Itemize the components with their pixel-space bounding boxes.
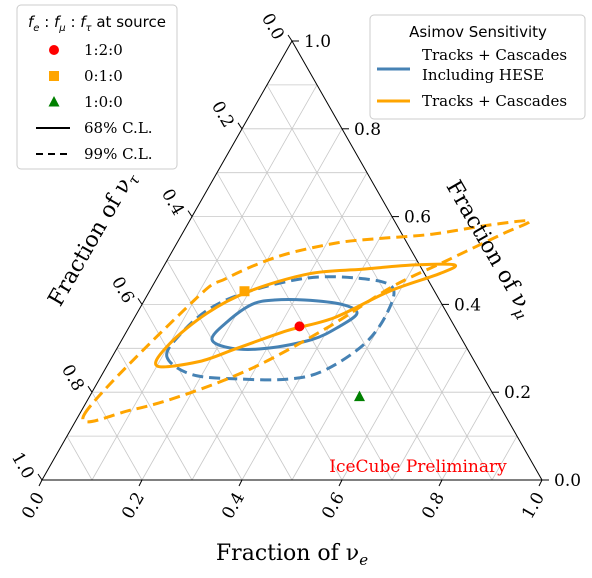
ve-tick-label: 0.4 <box>218 489 249 522</box>
sensitivity-legend-label: Including HESE <box>422 66 544 84</box>
ve-tick-mark <box>338 479 343 487</box>
ve-tick-label: 0.6 <box>318 489 349 522</box>
point-0-1-0 <box>239 286 250 297</box>
watermark: IceCube Preliminary <box>329 457 507 477</box>
grid-line-vtau <box>116 348 193 481</box>
hese-contour-68 <box>210 297 359 351</box>
vtau-tick-label: 0.8 <box>57 361 88 394</box>
vmu-tick-label: 1.0 <box>304 32 331 52</box>
sensitivity-legend: Asimov Sensitivity Tracks + Cascades Incl… <box>369 14 586 120</box>
grid-line-ve <box>441 392 493 481</box>
vmu-tick-label: 0.8 <box>354 120 381 140</box>
sensitivity-legend-title: Asimov Sensitivity <box>409 23 547 41</box>
grid-line-ve <box>291 260 418 481</box>
legend-marker-circle <box>49 45 59 55</box>
vmu-tick-label: 0.6 <box>404 208 431 228</box>
ve-tick-label: 0.8 <box>418 489 449 522</box>
vtau-tick-mark <box>237 122 243 130</box>
vtau-tick-mark <box>187 210 193 217</box>
vtau-tick-mark <box>87 385 93 393</box>
grid-line-vtau <box>66 435 93 481</box>
vmu-tick-label: 0.0 <box>554 471 581 491</box>
sensitivity-legend-label: Tracks + Cascades <box>422 92 567 110</box>
tc-contour-68 <box>154 262 458 369</box>
source-legend-label: 99% C.L. <box>84 145 153 163</box>
sensitivity-legend-label: Tracks + Cascades <box>422 46 567 64</box>
vtau-tick-label: 1.0 <box>7 449 38 482</box>
x-axis-label: Fraction of νe <box>216 541 368 569</box>
point-1-2-0 <box>294 321 305 332</box>
vmu-tick-label: 0.2 <box>504 383 531 403</box>
grid-line-ve <box>491 435 518 481</box>
source-legend-label: 68% C.L. <box>84 119 153 137</box>
vtau-tick-mark <box>37 473 43 481</box>
ve-tick-label: 0.2 <box>118 489 149 522</box>
vtau-tick-label: 0.6 <box>107 273 138 306</box>
grid-line-vtau <box>91 392 143 481</box>
ve-tick-mark <box>238 479 243 487</box>
grid-line-ve <box>341 304 443 481</box>
vtau-tick-label: 0.2 <box>207 98 238 131</box>
grid-line-vtau <box>166 260 293 481</box>
hese-contour-99 <box>165 275 396 382</box>
source-legend-label: 0:1:0 <box>84 67 123 85</box>
source-legend-title: fe : fμ : fτ at source <box>28 13 166 34</box>
vtau-tick-label: 0.4 <box>157 186 188 219</box>
legend-marker-square <box>49 71 59 81</box>
legend-marker-triangle <box>48 96 60 107</box>
ve-tick-labels: 0.0 0.2 0.4 0.6 0.8 1.0 <box>18 479 549 522</box>
grid-line-ve <box>91 84 318 481</box>
point-1-0-0 <box>354 390 365 402</box>
source-legend-label: 1:0:0 <box>84 93 123 111</box>
vmu-tick-label: 0.4 <box>454 295 481 315</box>
vtau-tick-label: 0.0 <box>257 10 288 43</box>
ve-tick-mark <box>438 479 443 487</box>
source-legend-label: 1:2:0 <box>84 41 123 59</box>
source-points <box>239 286 365 402</box>
vtau-tick-mark <box>287 34 293 42</box>
grid-line-ve <box>391 348 468 481</box>
triangle-axes <box>41 39 543 481</box>
vmu-tick-labels: 0.0 0.2 0.4 0.6 0.8 1.0 <box>292 32 581 491</box>
ve-tick-label: 0.0 <box>18 489 49 522</box>
contour-series <box>81 219 532 424</box>
ve-tick-label: 1.0 <box>518 489 549 522</box>
ve-tick-mark <box>38 479 43 487</box>
ve-tick-mark <box>538 479 543 487</box>
triangle-border <box>41 39 543 481</box>
vtau-tick-mark <box>137 298 143 305</box>
ve-tick-mark <box>138 479 143 487</box>
tc-contour-99 <box>81 219 532 424</box>
grid-line-ve <box>191 172 368 481</box>
source-legend: fe : fμ : fτ at source 1:2:0 0:1:0 1:0:0 68… <box>16 4 178 170</box>
